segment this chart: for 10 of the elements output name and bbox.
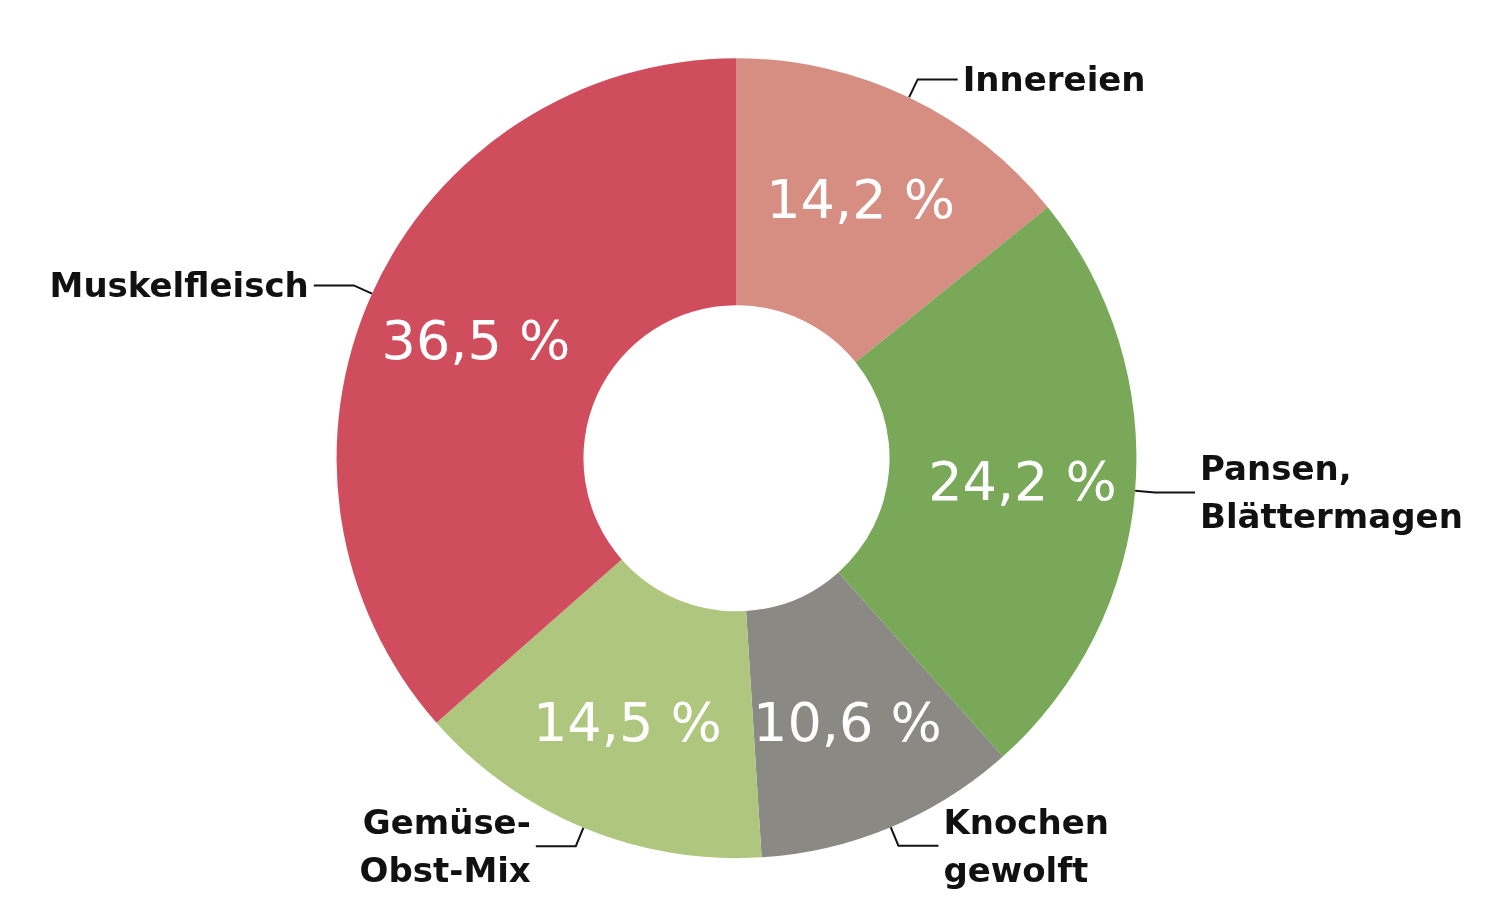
data-label: 14,2 % <box>766 168 955 232</box>
slice-label: Pansen, Blättermagen <box>1200 448 1463 537</box>
data-label: 14,5 % <box>533 691 722 755</box>
slice-label: Innereien <box>962 59 1146 100</box>
slice-label: Knochen gewolft <box>943 801 1109 890</box>
data-label: 36,5 % <box>381 308 571 372</box>
slice-label: Gemüse- Obst-Mix <box>359 802 531 891</box>
slice-label: Muskelfleisch <box>49 265 309 306</box>
data-label: 10,6 % <box>753 690 942 754</box>
data-label: 24,2 % <box>928 449 1117 513</box>
